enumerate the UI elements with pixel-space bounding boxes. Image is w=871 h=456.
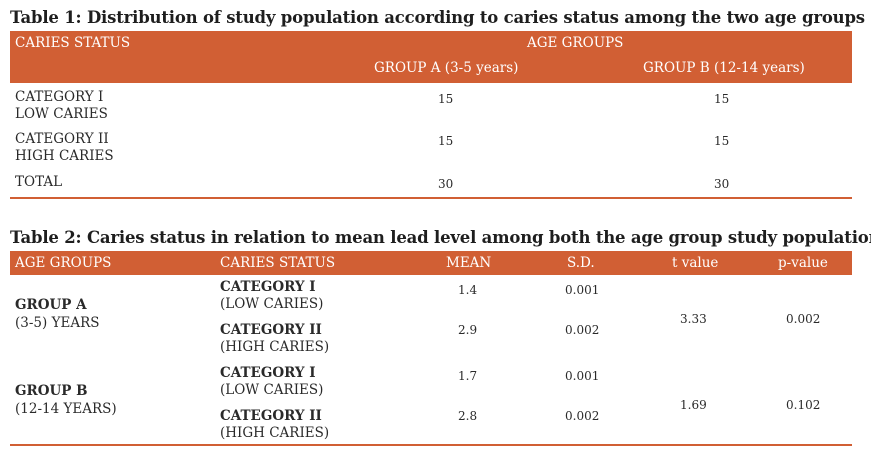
table1-header-age-groups: AGE GROUPS xyxy=(527,35,623,51)
table2-group-b-cat1-mean: 1.7 xyxy=(458,369,477,383)
table1-row2-label2: HIGH CARIES xyxy=(15,148,114,164)
table1-header-caries-status: CARIES STATUS xyxy=(15,35,130,51)
table2-header-sd: S.D. xyxy=(567,255,595,271)
table1-row3-group-b: 30 xyxy=(714,177,729,191)
table1-row2-group-b: 15 xyxy=(714,134,729,148)
table2-group-a-cat1: CATEGORY I xyxy=(220,279,316,295)
table1-header-group-b: GROUP B (12-14 years) xyxy=(643,60,805,76)
table2-header-mean: MEAN xyxy=(446,255,491,271)
table2-group-b-t-value: 1.69 xyxy=(680,398,707,412)
table2-group-b-cat1-sd: 0.001 xyxy=(565,369,599,383)
table1-bottom-rule xyxy=(10,197,852,199)
table1-row3-label1: TOTAL xyxy=(15,174,62,190)
table2-group-b-cat2-mean: 2.8 xyxy=(458,409,477,423)
table1-row1-label2: LOW CARIES xyxy=(15,106,108,122)
table2-group-b-cat2-sd: 0.002 xyxy=(565,409,599,423)
table2-group-a-range: (3-5) YEARS xyxy=(15,315,100,331)
table1-row1-label1: CATEGORY I xyxy=(15,89,103,105)
table2-group-a-name: GROUP A xyxy=(15,297,87,313)
table2-header-p-value: p-value xyxy=(778,255,828,271)
table2-header-age-groups: AGE GROUPS xyxy=(15,255,111,271)
table2-header-band xyxy=(10,251,852,275)
table2-group-a-t-value: 3.33 xyxy=(680,312,707,326)
table1-caption: Table 1: Distribution of study populatio… xyxy=(10,8,865,27)
table1-row1-group-a: 15 xyxy=(438,92,453,106)
table2-group-a-cat1-level: (LOW CARIES) xyxy=(220,296,323,312)
table1-row2-group-a: 15 xyxy=(438,134,453,148)
table2-group-a-cat1-sd: 0.001 xyxy=(565,283,599,297)
table1-row3-group-a: 30 xyxy=(438,177,453,191)
table2-group-a-cat2-sd: 0.002 xyxy=(565,323,599,337)
table2-group-b-p-value: 0.102 xyxy=(786,398,820,412)
table2-group-a-cat2-mean: 2.9 xyxy=(458,323,477,337)
table2-group-b-cat1: CATEGORY I xyxy=(220,365,316,381)
table1-row2-label1: CATEGORY II xyxy=(15,131,109,147)
table1-row1-group-b: 15 xyxy=(714,92,729,106)
table2-header-t-value: t value xyxy=(672,255,718,271)
table2-bottom-rule xyxy=(10,444,852,446)
table2-group-a-cat2-level: (HIGH CARIES) xyxy=(220,339,329,355)
table2-group-a-cat1-mean: 1.4 xyxy=(458,283,477,297)
table2-header-caries-status: CARIES STATUS xyxy=(220,255,335,271)
table2-group-a-p-value: 0.002 xyxy=(786,312,820,326)
table2-group-a-cat2: CATEGORY II xyxy=(220,322,322,338)
table2-group-b-range: (12-14 YEARS) xyxy=(15,401,117,417)
table1-header-group-a: GROUP A (3-5 years) xyxy=(374,60,518,76)
table2-group-b-cat2-level: (HIGH CARIES) xyxy=(220,425,329,441)
table2-group-b-cat1-level: (LOW CARIES) xyxy=(220,382,323,398)
table2-group-b-name: GROUP B xyxy=(15,383,88,399)
table2-caption: Table 2: Caries status in relation to me… xyxy=(10,228,871,247)
table2-group-b-cat2: CATEGORY II xyxy=(220,408,322,424)
